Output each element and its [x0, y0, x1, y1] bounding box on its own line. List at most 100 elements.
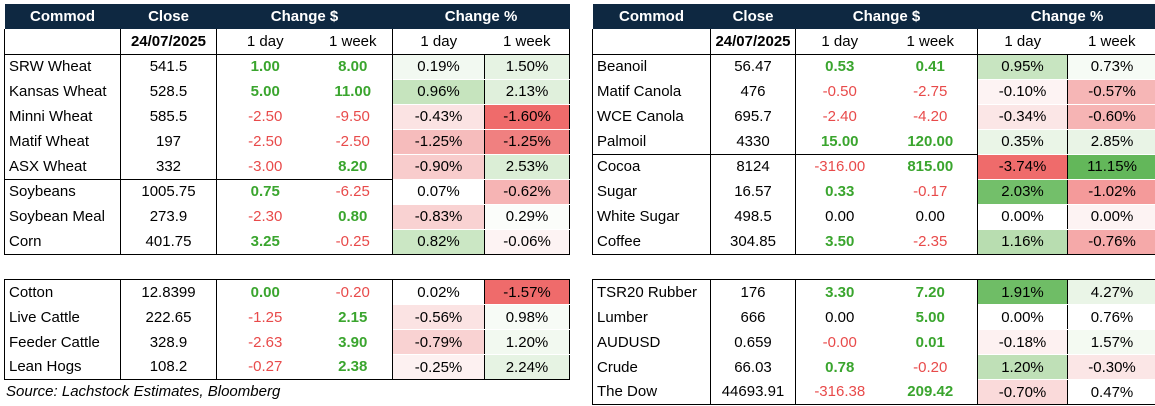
change-1day: -316.00 — [795, 153, 884, 179]
pct-1day: -0.34% — [977, 104, 1069, 130]
change-1day: 3.30 — [795, 279, 884, 305]
subheader-blank — [4, 29, 121, 55]
table-row: Cotton 12.8399 0.00 -0.20 0.02% -1.57% — [4, 279, 570, 305]
change-1day: 0.75 — [216, 178, 314, 204]
change-1week: 2.38 — [313, 354, 393, 380]
close-value: 108.2 — [120, 354, 217, 380]
change-1week: 0.41 — [883, 54, 979, 79]
close-value: 44693.91 — [710, 379, 796, 405]
table-row: Kansas Wheat 528.5 5.00 11.00 0.96% 2.13% — [4, 79, 571, 105]
change-1week: 7.20 — [883, 279, 978, 305]
subheader-1week: 1 week — [484, 29, 571, 55]
pct-1day: 0.00% — [977, 304, 1068, 330]
change-1week: -0.20 — [313, 279, 393, 305]
pct-1week: -0.62% — [484, 178, 571, 205]
change-1day: -0.27 — [216, 354, 314, 380]
pct-1week: -1.60% — [484, 104, 571, 130]
pct-1week: 0.29% — [484, 204, 571, 230]
commodity-name: White Sugar — [592, 204, 711, 229]
table-row: Corn 401.75 3.25 -0.25 0.82% -0.06% — [4, 229, 571, 255]
change-1week: -0.17 — [883, 179, 979, 204]
pct-1week: 2.24% — [484, 354, 570, 380]
change-1day: -3.00 — [248, 157, 283, 175]
header-change-pct: Change % — [392, 4, 570, 29]
close-value: 585.5 — [120, 104, 217, 129]
table-row: Palmoil 4330 15.00 120.00 0.35% 2.85% — [592, 129, 1155, 155]
pct-1week: -0.06% — [484, 229, 571, 255]
commodity-name: TSR20 Rubber — [592, 279, 711, 305]
commodity-name: Feeder Cattle — [4, 329, 121, 355]
table-row: ASX Wheat 332 -3.00 8.20 -0.90% 2.53% — [4, 154, 571, 180]
pct-1day: 2.03% — [977, 179, 1069, 205]
livestock-table: Cotton 12.8399 0.00 -0.20 0.02% -1.57% Live Ca… — [4, 279, 570, 380]
change-1week: 8.00 — [313, 54, 394, 79]
change-1day: -316.38 — [795, 379, 884, 405]
commodity-name: SRW Wheat — [4, 54, 121, 79]
commodity-name: Palmoil — [592, 129, 711, 154]
change-1week: 11.00 — [313, 79, 394, 104]
table-row: White Sugar 498.5 0.00 0.00 0.00% 0.00% — [592, 204, 1155, 230]
close-value: 197 — [120, 129, 217, 154]
pct-1week: 11.15% — [1067, 153, 1155, 180]
subheader-row: 24/07/2025 1 day 1 week 1 day 1 week — [592, 29, 1155, 55]
commodity-name: Corn — [4, 229, 121, 255]
table-row: Cocoa 8124 -316.00 815.00 -3.74% 11.15% — [592, 153, 1155, 180]
change-1week: -2.50 — [313, 129, 394, 154]
table-row: WCE Canola 695.7 -2.40 -4.20 -0.34% -0.60% — [592, 104, 1155, 130]
pct-1week: 2.13% — [484, 79, 571, 105]
close-value: 476 — [710, 79, 796, 104]
change-1week: 0.00 — [883, 204, 979, 229]
change-1week: -0.25 — [313, 229, 394, 255]
change-1week: -2.35 — [883, 229, 979, 255]
change-1day: 5.00 — [250, 83, 280, 100]
table-row: SRW Wheat 541.5 1.00 8.00 0.19% 1.50% — [4, 54, 571, 80]
table-row: Sugar 16.57 0.33 -0.17 2.03% -1.02% — [592, 179, 1155, 205]
change-1day: -2.40 — [822, 108, 857, 125]
close-value: 1005.75 — [120, 178, 217, 204]
commodity-name: Soybeans — [4, 178, 121, 204]
pct-1week: 0.73% — [1067, 54, 1155, 80]
close-value: 4330 — [710, 129, 796, 154]
pct-1day: -0.70% — [977, 379, 1068, 405]
change-1day: 15.00 — [820, 132, 859, 150]
table-row: The Dow 44693.91 -316.38 209.42 -0.70% 0.47% — [592, 379, 1155, 405]
pct-1week: -1.57% — [484, 279, 570, 305]
pct-1week: 0.76% — [1067, 304, 1155, 330]
pct-1week: 1.20% — [484, 329, 570, 355]
table-row: Minni Wheat 585.5 -2.50 -9.50 -0.43% -1.60% — [4, 104, 571, 130]
pct-1week: 2.53% — [484, 154, 571, 180]
pct-1day: 1.16% — [977, 229, 1069, 255]
header-close: Close — [710, 4, 796, 29]
change-1day: 0.33 — [825, 183, 855, 200]
change-1day: 3.25 — [216, 229, 314, 255]
change-1day: -0.00 — [822, 333, 857, 351]
table-row: Soybeans 1005.75 0.75 -6.25 0.07% -0.62% — [4, 178, 571, 205]
table-row: Coffee 304.85 3.50 -2.35 1.16% -0.76% — [592, 229, 1155, 255]
table-row: Crude 66.03 0.78 -0.20 1.20% -0.30% — [592, 354, 1155, 380]
table-row: Feeder Cattle 328.9 -2.63 3.90 -0.79% 1.20% — [4, 329, 570, 355]
change-1day: 0.53 — [825, 58, 855, 76]
commodity-name: The Dow — [592, 379, 711, 405]
pct-1week: 1.50% — [484, 54, 571, 80]
change-1day: -2.50 — [248, 108, 283, 125]
subheader-1day: 1 day — [977, 29, 1068, 55]
close-value: 16.57 — [710, 179, 796, 204]
commodity-name: Sugar — [592, 179, 711, 204]
subheader-1day: 1 day — [392, 29, 485, 55]
pct-1week: 2.85% — [1067, 129, 1155, 155]
commodity-name: AUDUSD — [592, 329, 711, 355]
table-row: Matif Wheat 197 -2.50 -2.50 -1.25% -1.25% — [4, 129, 571, 155]
commodity-name: Minni Wheat — [4, 104, 121, 129]
header-close: Close — [120, 4, 217, 29]
subheader-row: 24/07/2025 1 day 1 week 1 day 1 week — [4, 29, 571, 55]
pct-1day: -0.83% — [392, 204, 486, 230]
table-row: Soybean Meal 273.9 -2.30 0.80 -0.83% 0.29% — [4, 204, 571, 230]
change-1week: 120.00 — [883, 129, 979, 154]
close-value: 528.5 — [120, 79, 217, 104]
change-1week: 209.42 — [883, 379, 978, 405]
pct-1week: 1.57% — [1067, 329, 1155, 355]
pct-1week: -0.76% — [1067, 229, 1155, 255]
subheader-1week: 1 week — [1067, 29, 1155, 55]
pct-1day: 0.19% — [392, 54, 486, 80]
close-value: 0.659 — [710, 329, 796, 355]
